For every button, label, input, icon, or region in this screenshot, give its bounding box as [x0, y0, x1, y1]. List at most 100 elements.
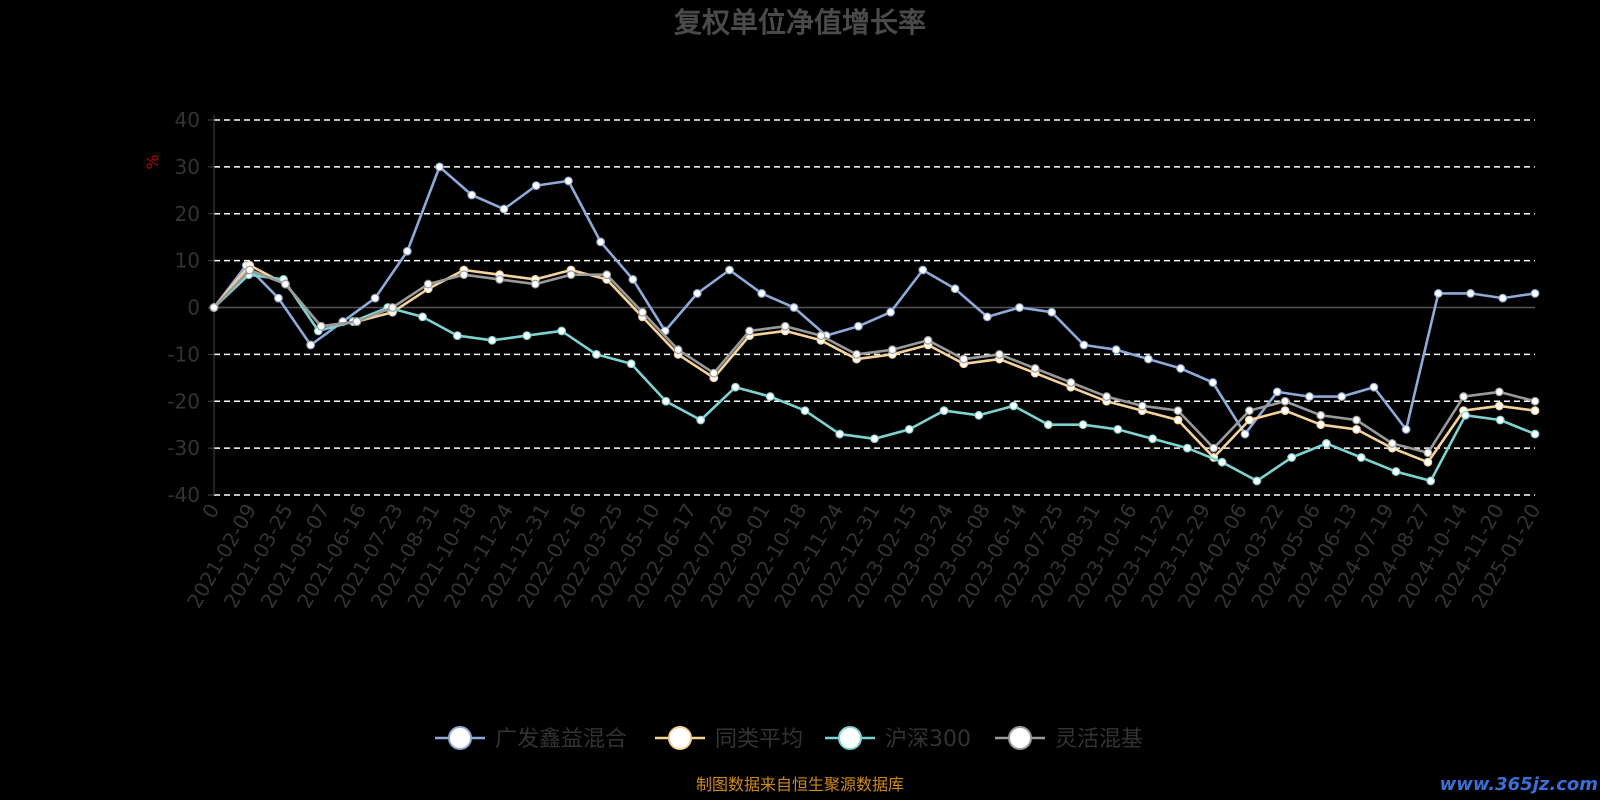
data-point	[1111, 345, 1121, 355]
data-point	[816, 331, 826, 341]
chart-title: 复权单位净值增长率	[674, 6, 926, 39]
data-point	[835, 429, 845, 439]
data-point	[1009, 401, 1018, 411]
data-point	[499, 204, 509, 214]
data-point	[1322, 439, 1331, 448]
legend-marker	[1008, 726, 1032, 750]
data-point	[281, 279, 290, 289]
legend-label: 沪深300	[885, 727, 971, 752]
data-point	[487, 335, 497, 345]
data-point	[564, 176, 573, 186]
data-point	[745, 326, 754, 336]
series-lines	[209, 162, 1540, 486]
data-point	[530, 279, 540, 289]
data-point	[923, 335, 933, 345]
data-point	[423, 279, 433, 289]
data-point	[1352, 415, 1361, 425]
data-point	[1148, 434, 1158, 444]
data-point	[1078, 420, 1088, 430]
legend-item[interactable]: 广发鑫益混合	[435, 726, 627, 752]
data-point	[1252, 476, 1262, 486]
legend-marker	[448, 726, 472, 750]
y-tick-label: 20	[175, 202, 200, 226]
y-tick-label: 40	[175, 108, 200, 132]
data-point	[352, 317, 362, 326]
data-point	[800, 406, 810, 416]
watermark: www.365jz.com	[1440, 774, 1598, 795]
data-point	[1316, 420, 1326, 430]
data-point	[757, 289, 767, 298]
y-ticks: 40 30 20 10 0 -10 -20 -30 -40	[167, 108, 200, 507]
data-point	[1391, 467, 1401, 476]
data-point	[1356, 453, 1366, 462]
y-axis-label: %	[143, 154, 162, 169]
x-tick-label: 0	[197, 500, 224, 523]
legend-item[interactable]: 沪深300	[825, 726, 971, 752]
data-point	[557, 326, 567, 336]
data-point	[661, 396, 671, 406]
data-point	[591, 349, 601, 359]
data-point	[1530, 289, 1540, 298]
data-point	[1102, 392, 1111, 401]
data-point	[1272, 387, 1282, 397]
legend-label: 同类平均	[715, 727, 803, 752]
data-point	[1217, 457, 1227, 467]
data-point	[495, 274, 505, 284]
x-ticks: 02021-02-092021-03-252021-05-072021-06-1…	[182, 500, 1545, 613]
y-tick-label: 10	[175, 249, 200, 273]
data-point	[780, 321, 790, 331]
data-point	[459, 270, 469, 280]
data-point	[316, 321, 326, 331]
data-point	[1030, 364, 1040, 373]
data-point	[1043, 420, 1053, 430]
data-point	[982, 312, 992, 322]
y-tick-label: -40	[167, 483, 200, 507]
series-line-2	[213, 273, 1536, 483]
legend-item[interactable]: 灵活混基	[995, 726, 1143, 752]
data-point	[959, 354, 969, 364]
data-point	[1173, 406, 1183, 416]
data-point	[626, 359, 636, 369]
data-point	[904, 424, 914, 434]
series-line-1	[213, 264, 1536, 464]
data-point	[602, 270, 612, 280]
data-point	[1530, 406, 1540, 416]
data-point	[673, 345, 683, 355]
data-point	[1494, 387, 1504, 397]
legend[interactable]: 广发鑫益混合 同类平均 沪深300 灵活混基	[435, 726, 1143, 752]
data-point	[1459, 392, 1468, 401]
data-point	[1498, 293, 1508, 303]
y-tick-label: -30	[167, 436, 200, 460]
source-note: 制图数据来自恒生聚源数据库	[696, 775, 904, 794]
data-point	[1209, 443, 1219, 453]
data-point	[939, 406, 949, 416]
data-point	[1401, 424, 1411, 434]
data-point	[1137, 401, 1147, 411]
data-point	[418, 312, 427, 322]
data-point	[918, 265, 928, 275]
data-point	[1530, 396, 1540, 406]
data-point	[1240, 429, 1250, 439]
data-point	[725, 265, 734, 275]
data-point	[1426, 476, 1436, 486]
data-point	[974, 410, 984, 420]
y-tick-label: 0	[187, 296, 200, 320]
data-point	[1316, 410, 1326, 420]
data-point	[1280, 406, 1290, 416]
data-point	[1182, 443, 1192, 453]
data-point	[789, 303, 799, 312]
y-tick-label: -20	[167, 389, 200, 413]
legend-marker	[838, 726, 862, 750]
data-point	[731, 382, 740, 392]
data-point	[1495, 415, 1505, 425]
data-point	[1369, 382, 1379, 392]
data-point	[1143, 354, 1153, 364]
data-point	[853, 321, 863, 331]
data-point	[886, 307, 896, 317]
data-point	[1423, 457, 1433, 467]
data-point	[306, 340, 316, 350]
data-point	[1494, 401, 1504, 411]
data-point	[388, 303, 397, 312]
legend-item[interactable]: 同类平均	[655, 726, 803, 752]
